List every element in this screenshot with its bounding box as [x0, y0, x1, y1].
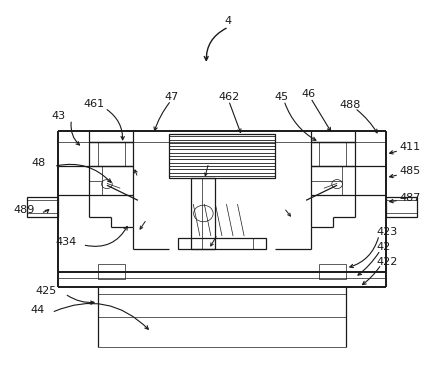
- Bar: [89, 142, 134, 166]
- Text: 44: 44: [30, 305, 44, 314]
- Text: 461: 461: [83, 99, 104, 109]
- Text: 48: 48: [31, 158, 45, 167]
- Text: 47: 47: [164, 92, 178, 102]
- Bar: [98, 264, 125, 279]
- Bar: [178, 238, 266, 249]
- Text: 422: 422: [377, 257, 398, 267]
- Text: 462: 462: [218, 92, 239, 102]
- Text: 423: 423: [377, 226, 398, 237]
- Text: 434: 434: [55, 237, 76, 247]
- Text: 46: 46: [301, 89, 315, 99]
- Bar: [169, 135, 275, 178]
- Bar: [310, 166, 355, 195]
- Text: 425: 425: [36, 286, 57, 296]
- Bar: [310, 142, 355, 166]
- Text: 489: 489: [13, 205, 35, 215]
- Text: 488: 488: [340, 101, 361, 110]
- Text: 43: 43: [51, 110, 65, 121]
- Text: 487: 487: [399, 193, 420, 203]
- Bar: [386, 197, 417, 217]
- Text: 45: 45: [275, 92, 289, 102]
- Bar: [319, 264, 346, 279]
- Text: 411: 411: [399, 142, 420, 152]
- Bar: [89, 166, 134, 195]
- Text: 4: 4: [224, 16, 231, 26]
- Bar: [27, 197, 58, 217]
- Text: 485: 485: [399, 166, 420, 176]
- Bar: [191, 178, 215, 249]
- Text: 42: 42: [377, 242, 391, 253]
